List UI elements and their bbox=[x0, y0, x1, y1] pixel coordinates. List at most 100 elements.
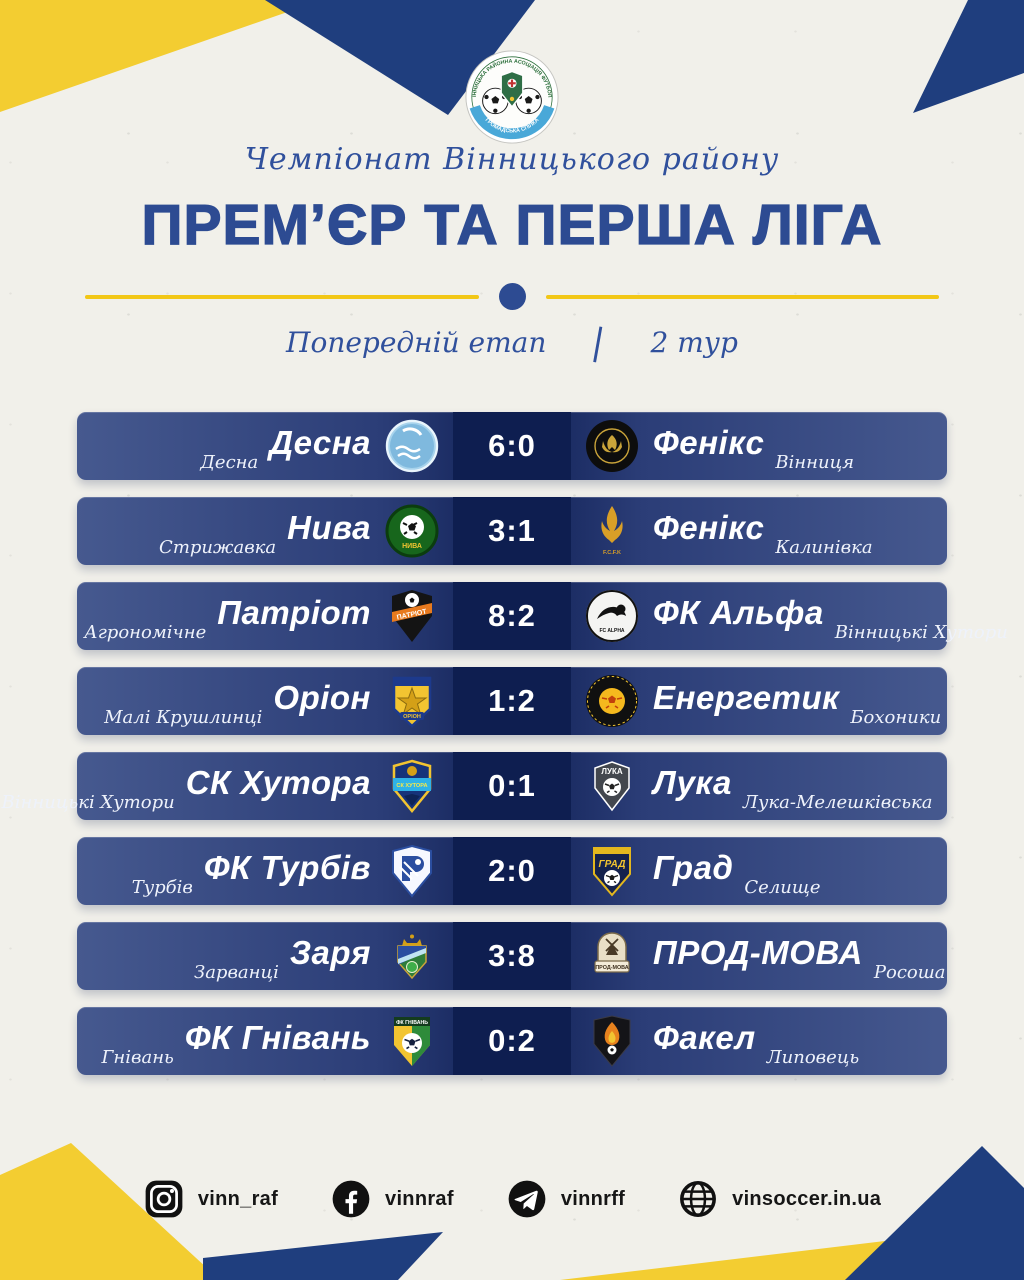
team-logo-fk-turbiv-icon bbox=[384, 843, 440, 899]
away-location: Лука-Мелешківська bbox=[742, 792, 933, 813]
away-team-name: Лука bbox=[653, 764, 732, 801]
away-team: ЛУКА Лука Лука-Мелешківська bbox=[571, 752, 947, 820]
header-divider bbox=[85, 283, 939, 310]
away-team-name: Град bbox=[653, 849, 734, 886]
match-score: 0:2 bbox=[453, 1007, 571, 1075]
match-row: Стрижавка Нива НИВА 3:1 F.C.F.K Фенікс К… bbox=[77, 497, 947, 565]
social-link-telegram[interactable]: vinnrff bbox=[506, 1178, 625, 1220]
away-team-name: ПРОД-МОВА bbox=[653, 934, 863, 971]
away-location: Калинівка bbox=[775, 537, 873, 558]
away-team-name: Факел bbox=[653, 1019, 756, 1056]
home-team: Турбів ФК Турбів bbox=[77, 837, 453, 905]
home-team-name: Заря bbox=[289, 934, 371, 971]
away-location: Вінниця bbox=[775, 452, 855, 473]
match-score: 1:2 bbox=[453, 667, 571, 735]
away-team: FC ALPHA ФК Альфа Вінницькі Хутори bbox=[571, 582, 1008, 650]
team-logo-energetyk-icon bbox=[584, 673, 640, 729]
home-location: Агрономічне bbox=[84, 622, 207, 643]
globe-icon bbox=[677, 1178, 719, 1220]
team-logo-sk-khutora-icon: СК ХУТОРА bbox=[384, 758, 440, 814]
away-team: ПРОД-МОВА ПРОД-МОВА Росоша bbox=[571, 922, 947, 990]
svg-text:ФК ГНІВАНЬ: ФК ГНІВАНЬ bbox=[396, 1020, 428, 1026]
instagram-handle: vinn_raf bbox=[197, 1187, 279, 1210]
away-location: Бохоники bbox=[850, 707, 942, 728]
home-team-name: Десна bbox=[269, 424, 371, 461]
away-team-name: Фенікс bbox=[653, 509, 765, 546]
round-label: 2 тур bbox=[650, 326, 738, 359]
team-logo-fk-alfa-icon: FC ALPHA bbox=[584, 588, 640, 644]
football-association-badge-icon: ВІННИЦЬКА РАЙОННА АСОЦІАЦІЯ ФУТБОЛУ ГРОМ… bbox=[461, 44, 561, 146]
home-team-name: ФК Турбів bbox=[203, 849, 371, 886]
page-title: ПРЕМ’ЄР ТА ПЕРША ЛІГА bbox=[141, 192, 883, 257]
team-logo-hrad-icon: ГРАД bbox=[584, 843, 640, 899]
social-link-website[interactable]: vinsoccer.in.ua bbox=[677, 1178, 881, 1220]
facebook-handle: vinnraf bbox=[385, 1187, 454, 1210]
team-logo-fakel-icon bbox=[584, 1013, 640, 1069]
away-team: Енергетик Бохоники bbox=[571, 667, 947, 735]
social-link-instagram[interactable]: vinn_raf bbox=[143, 1178, 278, 1220]
social-link-facebook[interactable]: vinnraf bbox=[330, 1178, 454, 1220]
stage-separator: | bbox=[588, 321, 608, 364]
home-team-name: СК Хутора bbox=[185, 764, 371, 801]
svg-text:FC ALPHA: FC ALPHA bbox=[599, 628, 624, 634]
svg-text:СК ХУТОРА: СК ХУТОРА bbox=[396, 783, 427, 789]
team-logo-luka-icon: ЛУКА bbox=[584, 758, 640, 814]
match-score: 6:0 bbox=[453, 412, 571, 480]
svg-text:ПРОД-МОВА: ПРОД-МОВА bbox=[595, 965, 628, 971]
home-team: Гнівань ФК Гнівань ФК ГНІВАНЬ bbox=[77, 1007, 453, 1075]
away-team: ГРАД Град Селище bbox=[571, 837, 947, 905]
away-location: Селище bbox=[744, 877, 821, 898]
instagram-icon bbox=[143, 1178, 185, 1220]
facebook-icon bbox=[330, 1178, 372, 1220]
match-score: 0:1 bbox=[453, 752, 571, 820]
away-team: Фенікс Вінниця bbox=[571, 412, 947, 480]
stage-label: Попередній етап bbox=[286, 326, 547, 359]
home-location: Десна bbox=[200, 452, 259, 473]
team-logo-zarya-icon bbox=[384, 928, 440, 984]
away-team: Факел Липовець bbox=[571, 1007, 947, 1075]
team-logo-patriot-icon: ПАТРІОТ bbox=[384, 588, 440, 644]
divider-line-right bbox=[545, 294, 939, 299]
match-row: Вінницькі Хутори СК Хутора СК ХУТОРА 0:1… bbox=[2, 752, 947, 820]
match-score: 3:1 bbox=[453, 497, 571, 565]
svg-text:ГРАД: ГРАД bbox=[599, 859, 626, 870]
team-logo-desna-icon bbox=[384, 418, 440, 474]
team-logo-orion-icon: ОРІОН bbox=[384, 673, 440, 729]
home-team: Зарванці Заря bbox=[77, 922, 453, 990]
match-row: Десна Десна 6:0 Фенікс Вінниця bbox=[77, 412, 947, 480]
away-team-name: ФК Альфа bbox=[653, 594, 824, 631]
telegram-handle: vinnrff bbox=[560, 1187, 626, 1210]
away-team-name: Фенікс bbox=[653, 424, 765, 461]
home-location: Вінницькі Хутори bbox=[1, 792, 175, 813]
home-location: Гнівань bbox=[101, 1047, 174, 1068]
match-row: Агрономічне Патріот ПАТРІОТ 8:2 FC ALPHA… bbox=[77, 582, 1008, 650]
home-team: Малі Крушлинці Оріон ОРІОН bbox=[77, 667, 453, 735]
match-row: Гнівань ФК Гнівань ФК ГНІВАНЬ 0:2 Факел … bbox=[77, 1007, 947, 1075]
svg-text:ЛУКА: ЛУКА bbox=[601, 767, 622, 776]
tournament-name: Чемпіонат Вінницького району bbox=[244, 142, 780, 177]
match-score: 2:0 bbox=[453, 837, 571, 905]
telegram-icon bbox=[506, 1178, 548, 1220]
home-location: Турбів bbox=[131, 877, 193, 898]
match-score: 8:2 bbox=[453, 582, 571, 650]
home-team-name: ФК Гнівань bbox=[184, 1019, 371, 1056]
team-logo-feniks-vinnytsia-icon bbox=[584, 418, 640, 474]
home-location: Малі Крушлинці bbox=[104, 707, 263, 728]
home-team-name: Оріон bbox=[273, 679, 371, 716]
match-results-list: Десна Десна 6:0 Фенікс Вінниця Стрижавка… bbox=[2, 412, 1008, 1092]
home-team-name: Патріот bbox=[217, 594, 371, 631]
match-row: Зарванці Заря 3:8 ПРОД-МОВА ПРОД-МОВА Ро… bbox=[77, 922, 947, 990]
home-team: Десна Десна bbox=[77, 412, 453, 480]
home-location: Стрижавка bbox=[159, 537, 277, 558]
away-location: Росоша bbox=[873, 962, 946, 983]
away-location: Вінницькі Хутори bbox=[834, 622, 1008, 643]
away-team: F.C.F.K Фенікс Калинівка bbox=[571, 497, 947, 565]
team-logo-feniks-kalynivka-icon: F.C.F.K bbox=[584, 503, 640, 559]
away-team-name: Енергетик bbox=[653, 679, 840, 716]
match-row: Малі Крушлинці Оріон ОРІОН 1:2 Енергетик… bbox=[77, 667, 947, 735]
svg-text:НИВА: НИВА bbox=[402, 543, 422, 550]
website-url: vinsoccer.in.ua bbox=[732, 1187, 882, 1210]
home-location: Зарванці bbox=[193, 962, 279, 983]
footer-social-links: vinn_raf vinnraf vinnrff vinsoccer.in.ua bbox=[0, 1178, 1024, 1220]
home-team: Агрономічне Патріот ПАТРІОТ bbox=[77, 582, 453, 650]
